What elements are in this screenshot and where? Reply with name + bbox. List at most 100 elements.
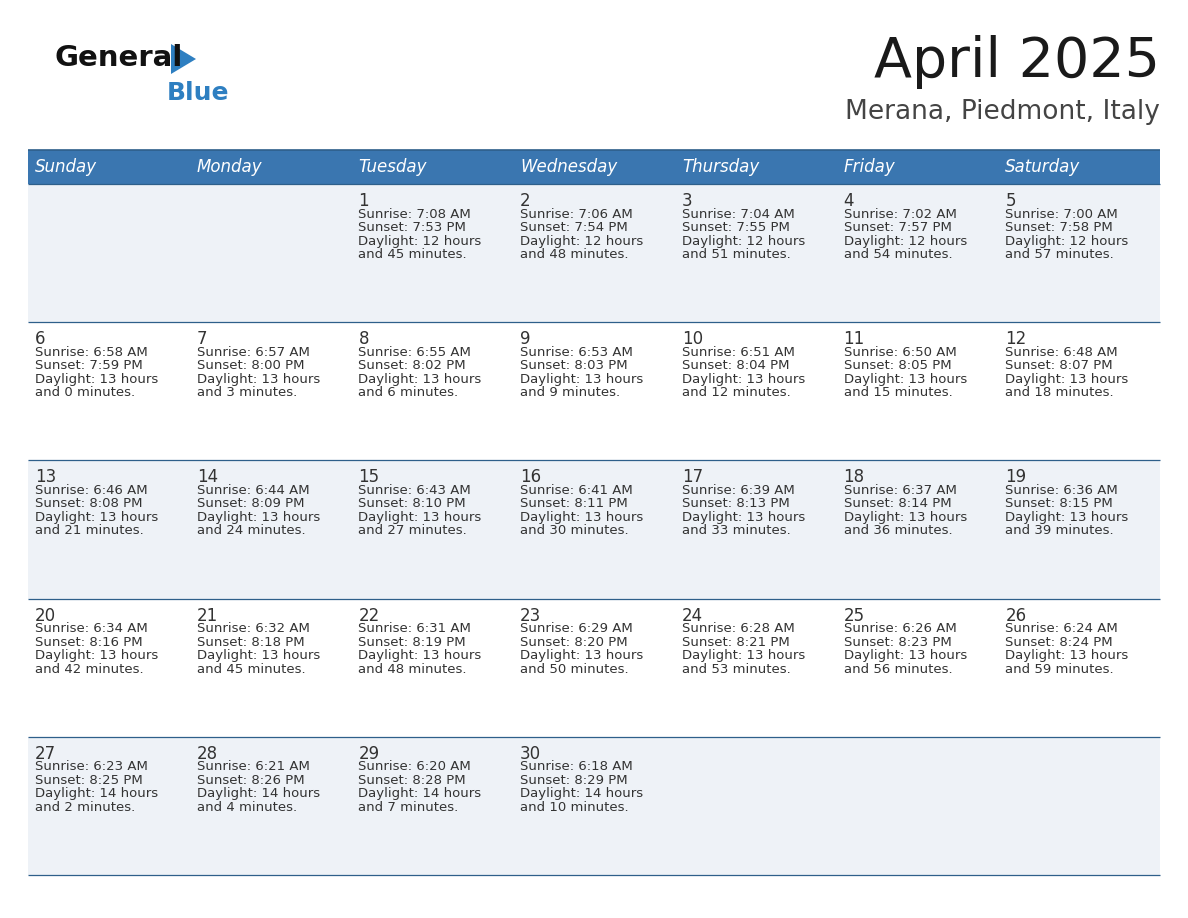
Text: Sunrise: 6:51 AM: Sunrise: 6:51 AM bbox=[682, 346, 795, 359]
Text: Sunrise: 6:37 AM: Sunrise: 6:37 AM bbox=[843, 484, 956, 497]
Text: Sunrise: 6:57 AM: Sunrise: 6:57 AM bbox=[197, 346, 310, 359]
Text: Sunset: 8:24 PM: Sunset: 8:24 PM bbox=[1005, 635, 1113, 649]
Text: Sunday: Sunday bbox=[34, 158, 97, 176]
Text: 10: 10 bbox=[682, 330, 703, 348]
Text: 11: 11 bbox=[843, 330, 865, 348]
Text: Sunrise: 6:28 AM: Sunrise: 6:28 AM bbox=[682, 622, 795, 635]
Bar bbox=[29, 599, 1159, 737]
Text: Sunrise: 6:43 AM: Sunrise: 6:43 AM bbox=[359, 484, 472, 497]
Text: and 54 minutes.: and 54 minutes. bbox=[843, 248, 953, 261]
Text: 24: 24 bbox=[682, 607, 703, 624]
Text: Sunrise: 6:46 AM: Sunrise: 6:46 AM bbox=[34, 484, 147, 497]
Text: and 10 minutes.: and 10 minutes. bbox=[520, 800, 628, 813]
Text: Sunrise: 6:53 AM: Sunrise: 6:53 AM bbox=[520, 346, 633, 359]
Text: Sunrise: 6:32 AM: Sunrise: 6:32 AM bbox=[197, 622, 310, 635]
Bar bbox=[29, 150, 190, 184]
Text: Sunset: 8:04 PM: Sunset: 8:04 PM bbox=[682, 359, 789, 372]
Text: and 4 minutes.: and 4 minutes. bbox=[197, 800, 297, 813]
Text: Sunset: 8:14 PM: Sunset: 8:14 PM bbox=[843, 498, 952, 510]
Text: Daylight: 13 hours: Daylight: 13 hours bbox=[197, 649, 320, 662]
Text: Sunrise: 6:34 AM: Sunrise: 6:34 AM bbox=[34, 622, 147, 635]
Bar bbox=[29, 184, 1159, 322]
Text: and 0 minutes.: and 0 minutes. bbox=[34, 386, 135, 399]
Text: Daylight: 13 hours: Daylight: 13 hours bbox=[197, 373, 320, 386]
Text: Daylight: 12 hours: Daylight: 12 hours bbox=[682, 234, 805, 248]
Text: Sunset: 8:13 PM: Sunset: 8:13 PM bbox=[682, 498, 790, 510]
Text: Sunset: 7:53 PM: Sunset: 7:53 PM bbox=[359, 221, 467, 234]
Text: and 48 minutes.: and 48 minutes. bbox=[359, 663, 467, 676]
Text: Sunset: 7:59 PM: Sunset: 7:59 PM bbox=[34, 359, 143, 372]
Text: Monday: Monday bbox=[197, 158, 263, 176]
Text: and 50 minutes.: and 50 minutes. bbox=[520, 663, 628, 676]
Text: Sunrise: 6:31 AM: Sunrise: 6:31 AM bbox=[359, 622, 472, 635]
Text: and 15 minutes.: and 15 minutes. bbox=[843, 386, 953, 399]
Bar bbox=[29, 461, 1159, 599]
Text: Sunrise: 6:44 AM: Sunrise: 6:44 AM bbox=[197, 484, 309, 497]
Text: 17: 17 bbox=[682, 468, 703, 487]
Text: Merana, Piedmont, Italy: Merana, Piedmont, Italy bbox=[845, 99, 1159, 125]
Text: Sunrise: 6:36 AM: Sunrise: 6:36 AM bbox=[1005, 484, 1118, 497]
Text: 27: 27 bbox=[34, 744, 56, 763]
Text: 16: 16 bbox=[520, 468, 542, 487]
Text: Daylight: 13 hours: Daylight: 13 hours bbox=[682, 373, 805, 386]
Text: 20: 20 bbox=[34, 607, 56, 624]
Text: Daylight: 13 hours: Daylight: 13 hours bbox=[197, 511, 320, 524]
Text: Sunrise: 7:04 AM: Sunrise: 7:04 AM bbox=[682, 207, 795, 220]
Text: Daylight: 12 hours: Daylight: 12 hours bbox=[520, 234, 644, 248]
Text: Sunrise: 6:26 AM: Sunrise: 6:26 AM bbox=[843, 622, 956, 635]
Text: Daylight: 13 hours: Daylight: 13 hours bbox=[520, 649, 644, 662]
Text: Sunset: 8:05 PM: Sunset: 8:05 PM bbox=[843, 359, 952, 372]
Text: Daylight: 13 hours: Daylight: 13 hours bbox=[1005, 373, 1129, 386]
Text: 13: 13 bbox=[34, 468, 56, 487]
Text: Sunset: 7:55 PM: Sunset: 7:55 PM bbox=[682, 221, 790, 234]
Text: Blue: Blue bbox=[168, 81, 229, 105]
Text: 3: 3 bbox=[682, 192, 693, 210]
Text: 4: 4 bbox=[843, 192, 854, 210]
Text: 28: 28 bbox=[197, 744, 217, 763]
Text: Sunrise: 6:39 AM: Sunrise: 6:39 AM bbox=[682, 484, 795, 497]
Text: Sunset: 8:21 PM: Sunset: 8:21 PM bbox=[682, 635, 790, 649]
Text: Sunrise: 6:41 AM: Sunrise: 6:41 AM bbox=[520, 484, 633, 497]
Text: Tuesday: Tuesday bbox=[359, 158, 426, 176]
Text: Daylight: 14 hours: Daylight: 14 hours bbox=[197, 788, 320, 800]
Text: Wednesday: Wednesday bbox=[520, 158, 618, 176]
Text: Sunset: 8:07 PM: Sunset: 8:07 PM bbox=[1005, 359, 1113, 372]
Text: Daylight: 14 hours: Daylight: 14 hours bbox=[520, 788, 643, 800]
Text: Daylight: 13 hours: Daylight: 13 hours bbox=[843, 649, 967, 662]
Text: and 12 minutes.: and 12 minutes. bbox=[682, 386, 790, 399]
Text: and 51 minutes.: and 51 minutes. bbox=[682, 248, 790, 261]
Text: and 42 minutes.: and 42 minutes. bbox=[34, 663, 144, 676]
Bar bbox=[675, 150, 836, 184]
Text: Sunrise: 7:02 AM: Sunrise: 7:02 AM bbox=[843, 207, 956, 220]
Text: and 53 minutes.: and 53 minutes. bbox=[682, 663, 790, 676]
Bar bbox=[190, 150, 352, 184]
Text: and 36 minutes.: and 36 minutes. bbox=[843, 524, 953, 537]
Text: Sunset: 7:58 PM: Sunset: 7:58 PM bbox=[1005, 221, 1113, 234]
Text: General: General bbox=[55, 44, 183, 72]
Text: Sunset: 8:28 PM: Sunset: 8:28 PM bbox=[359, 774, 466, 787]
Text: Sunset: 8:11 PM: Sunset: 8:11 PM bbox=[520, 498, 628, 510]
Text: and 21 minutes.: and 21 minutes. bbox=[34, 524, 144, 537]
Text: 6: 6 bbox=[34, 330, 45, 348]
Text: Sunrise: 6:24 AM: Sunrise: 6:24 AM bbox=[1005, 622, 1118, 635]
Text: Daylight: 12 hours: Daylight: 12 hours bbox=[843, 234, 967, 248]
Text: and 6 minutes.: and 6 minutes. bbox=[359, 386, 459, 399]
Text: Sunrise: 6:50 AM: Sunrise: 6:50 AM bbox=[843, 346, 956, 359]
Text: Sunset: 8:08 PM: Sunset: 8:08 PM bbox=[34, 498, 143, 510]
Text: Sunset: 8:16 PM: Sunset: 8:16 PM bbox=[34, 635, 143, 649]
Text: Daylight: 13 hours: Daylight: 13 hours bbox=[34, 373, 158, 386]
Text: 5: 5 bbox=[1005, 192, 1016, 210]
Text: and 18 minutes.: and 18 minutes. bbox=[1005, 386, 1114, 399]
Text: and 48 minutes.: and 48 minutes. bbox=[520, 248, 628, 261]
Text: and 30 minutes.: and 30 minutes. bbox=[520, 524, 628, 537]
Text: Sunrise: 6:55 AM: Sunrise: 6:55 AM bbox=[359, 346, 472, 359]
Text: Sunrise: 6:23 AM: Sunrise: 6:23 AM bbox=[34, 760, 147, 773]
Bar bbox=[836, 150, 998, 184]
Text: Daylight: 13 hours: Daylight: 13 hours bbox=[843, 511, 967, 524]
Text: 18: 18 bbox=[843, 468, 865, 487]
Text: Daylight: 13 hours: Daylight: 13 hours bbox=[359, 511, 481, 524]
Text: Sunset: 8:18 PM: Sunset: 8:18 PM bbox=[197, 635, 304, 649]
Text: Sunrise: 6:18 AM: Sunrise: 6:18 AM bbox=[520, 760, 633, 773]
Text: Daylight: 13 hours: Daylight: 13 hours bbox=[34, 649, 158, 662]
Text: and 3 minutes.: and 3 minutes. bbox=[197, 386, 297, 399]
